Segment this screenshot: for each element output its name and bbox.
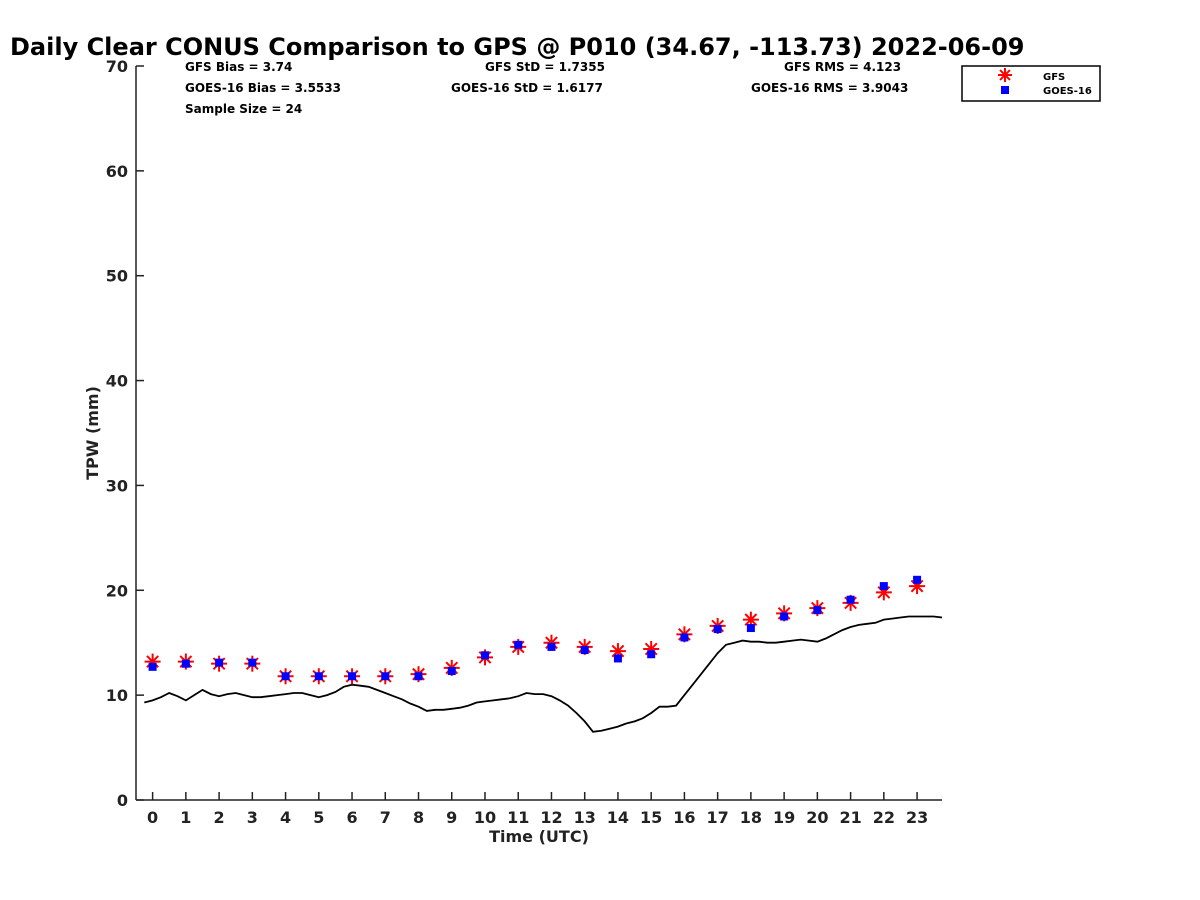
goes-point — [480, 651, 489, 660]
chart-title: Daily Clear CONUS Comparison to GPS @ P0… — [10, 33, 1024, 61]
x-tick-label: 20 — [806, 808, 828, 827]
goes-point — [746, 624, 755, 633]
x-tick-label: 18 — [740, 808, 762, 827]
goes-point — [547, 642, 556, 651]
gfs-series — [144, 578, 926, 685]
x-tick-label: 3 — [247, 808, 258, 827]
x-tick-label: 15 — [640, 808, 662, 827]
x-tick-label: 14 — [607, 808, 629, 827]
x-tick-label: 4 — [280, 808, 291, 827]
goes-point — [913, 575, 922, 584]
x-tick-label: 13 — [574, 808, 596, 827]
x-tick-label: 2 — [214, 808, 225, 827]
legend-goes-marker — [1001, 86, 1009, 94]
x-tick-label: 12 — [540, 808, 562, 827]
stat-gfs-rms: GFS RMS = 4.123 — [784, 60, 901, 74]
goes-point — [248, 658, 257, 667]
x-tick-label: 0 — [147, 808, 158, 827]
goes-point — [181, 659, 190, 668]
legend-gfs-asterisk — [998, 68, 1012, 82]
y-tick-label: 50 — [106, 267, 128, 286]
goes-point — [215, 658, 224, 667]
y-tick-label: 70 — [106, 57, 128, 76]
x-tick-label: 21 — [839, 808, 861, 827]
y-tick-label: 20 — [106, 581, 128, 600]
stat-gfs-bias: GFS Bias = 3.74 — [185, 60, 292, 74]
x-tick-label: 1 — [180, 808, 191, 827]
goes-point — [580, 646, 589, 655]
goes-point — [647, 650, 656, 659]
goes-point — [813, 606, 822, 615]
goes-point — [148, 662, 157, 671]
gps-line — [144, 615, 943, 733]
gps-series — [144, 615, 943, 733]
legend-gfs-marker — [998, 68, 1012, 82]
goes-point — [414, 672, 423, 681]
goes-point — [447, 667, 456, 676]
stat-goes-rms: GOES-16 RMS = 3.9043 — [751, 81, 908, 95]
goes-point — [314, 672, 323, 681]
goes-point — [514, 640, 523, 649]
x-tick-label: 8 — [413, 808, 424, 827]
stat-goes-bias: GOES-16 Bias = 3.5533 — [185, 81, 341, 95]
x-tick-label: 17 — [707, 808, 729, 827]
y-tick-label: 0 — [117, 791, 128, 810]
goes-point — [680, 633, 689, 642]
x-tick-label: 6 — [346, 808, 357, 827]
legend: GFS GOES-16 — [961, 65, 1101, 102]
stat-goes-std: GOES-16 StD = 1.6177 — [451, 81, 603, 95]
x-tick-label: 7 — [380, 808, 391, 827]
goes-series — [148, 575, 922, 681]
legend-goes-label: GOES-16 — [1043, 86, 1092, 97]
x-tick-label: 10 — [474, 808, 496, 827]
legend-gfs-label: GFS — [1043, 72, 1065, 83]
y-tick-label: 30 — [106, 476, 128, 495]
goes-point — [613, 654, 622, 663]
x-tick-label: 23 — [906, 808, 928, 827]
x-tick-label: 11 — [507, 808, 529, 827]
legend-box — [961, 65, 1101, 102]
stat-gfs-std: GFS StD = 1.7355 — [485, 60, 605, 74]
x-tick-label: 9 — [446, 808, 457, 827]
y-tick-label: 60 — [106, 162, 128, 181]
x-tick-label: 19 — [773, 808, 795, 827]
x-axis-label: Time (UTC) — [489, 827, 589, 846]
goes-point — [780, 612, 789, 621]
stat-sample-size: Sample Size = 24 — [185, 102, 302, 116]
y-tick-label: 40 — [106, 372, 128, 391]
y-axis-label: TPW (mm) — [83, 386, 102, 480]
goes-point — [879, 582, 888, 591]
y-tick-label: 10 — [106, 686, 128, 705]
goes-point — [381, 672, 390, 681]
goes-point — [348, 672, 357, 681]
x-tick-label: 16 — [673, 808, 695, 827]
x-tick-label: 5 — [313, 808, 324, 827]
goes-point — [713, 625, 722, 634]
goes-point — [281, 672, 290, 681]
x-tick-label: 22 — [873, 808, 895, 827]
goes-point — [846, 595, 855, 604]
